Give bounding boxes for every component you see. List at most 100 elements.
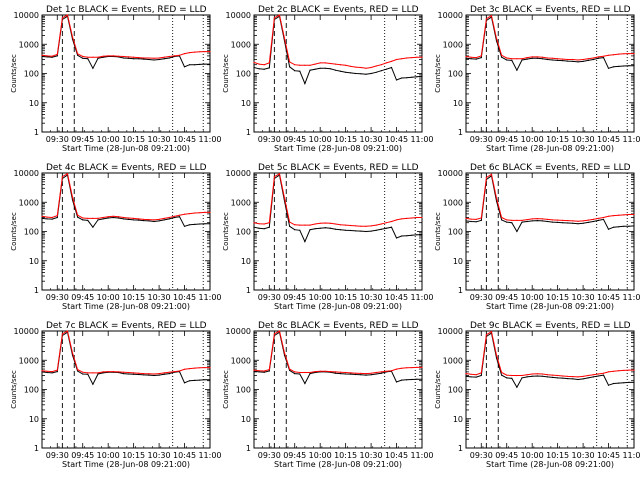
y-tick-label: 10 [241,99,251,108]
panel-title: Det 5c BLACK = Events, RED = LLD [258,163,419,173]
data-point-events [390,226,393,228]
data-point-events [304,83,306,85]
y-axis-label: Counts/sec [10,54,18,93]
data-point-lld [562,58,564,60]
y-tick-label: 10 [29,257,39,266]
data-point-lld [173,55,175,57]
data-point-events [163,373,165,375]
data-point-events [370,374,372,376]
data-point-events [572,222,574,224]
data-point-lld [495,354,498,356]
data-point-lld [173,215,175,217]
data-point-lld [66,14,69,16]
data-point-events [289,225,291,227]
data-point-events [557,377,559,379]
data-point-events [153,220,155,223]
data-point-lld [289,368,291,370]
y-tick-label: 1000 [19,356,39,365]
data-point-events [158,220,160,222]
data-point-events [334,228,337,230]
data-point-lld [355,225,357,227]
x-tick-label: 10:45 [385,135,408,144]
y-tick-label: 1000 [443,198,463,207]
data-point-lld [148,373,150,375]
x-axis-label: Start Time (28-Jun-08 09:21:00) [486,144,614,153]
data-point-events [370,72,372,75]
data-point-events [199,379,201,381]
data-point-events [309,69,311,71]
data-point-events [122,218,125,220]
data-point-lld [511,219,513,221]
x-tick-label: 09:45 [71,451,94,460]
y-tick-label: 10000 [226,327,251,336]
data-point-lld [546,218,549,220]
data-point-lld [268,369,270,371]
data-point-events [416,234,418,236]
data-point-lld [541,56,544,58]
data-point-lld [485,334,487,336]
data-point-lld [41,215,43,217]
data-point-events [339,70,342,72]
data-point-lld [370,225,372,227]
data-point-lld [628,369,630,371]
data-point-lld [199,212,201,214]
data-point-lld [77,369,79,371]
data-point-events [577,223,579,225]
data-point-lld [360,66,362,69]
data-point-lld [61,176,64,178]
data-point-events [506,377,508,379]
data-point-lld [623,214,625,216]
data-point-events [597,57,600,59]
data-point-events [263,68,265,70]
data-point-lld [334,63,337,65]
y-tick-label: 100 [236,386,251,395]
data-point-events [567,222,569,224]
series-line-events [41,15,210,70]
x-tick-label: 10:15 [546,293,569,302]
data-point-lld [204,367,206,369]
data-point-events [411,378,413,381]
data-point-lld [551,219,554,221]
data-point-lld [117,371,119,373]
data-point-events [304,241,306,243]
data-point-lld [56,369,58,371]
data-point-lld [163,372,165,374]
data-point-lld [168,55,170,58]
data-point-events [82,57,84,59]
series-line-lld [253,14,422,69]
x-tick-label: 10:00 [309,451,332,460]
data-point-lld [557,219,559,221]
data-point-lld [334,223,337,225]
data-point-lld [163,217,165,219]
data-point-events [258,68,260,70]
data-point-lld [324,370,326,372]
data-point-lld [314,223,316,225]
data-point-events [401,235,403,237]
data-point-events [465,220,467,222]
data-point-lld [258,370,260,372]
data-point-lld [194,51,196,53]
data-point-lld [390,370,393,372]
data-point-events [339,373,342,375]
data-point-lld [365,373,367,375]
data-point-lld [189,368,191,370]
data-point-events [345,71,347,73]
data-point-events [516,386,518,388]
data-point-lld [470,373,472,375]
panel-det-4c: Det 4c BLACK = Events, RED = LLD 1 10 100 10… [10,163,222,311]
data-point-lld [401,218,403,220]
data-point-events [97,57,99,59]
data-point-events [506,221,508,223]
y-tick-label: 10 [453,257,463,266]
x-axis-label: Start Time (28-Jun-08 09:21:00) [62,144,190,153]
data-point-lld [618,214,620,216]
data-point-lld [309,224,311,226]
data-point-events [401,77,403,79]
data-point-lld [339,64,342,66]
data-point-events [143,374,145,376]
data-point-lld [390,60,393,63]
data-point-lld [587,219,589,221]
data-point-events [470,220,472,223]
data-point-lld [406,57,408,59]
data-point-events [421,378,423,380]
